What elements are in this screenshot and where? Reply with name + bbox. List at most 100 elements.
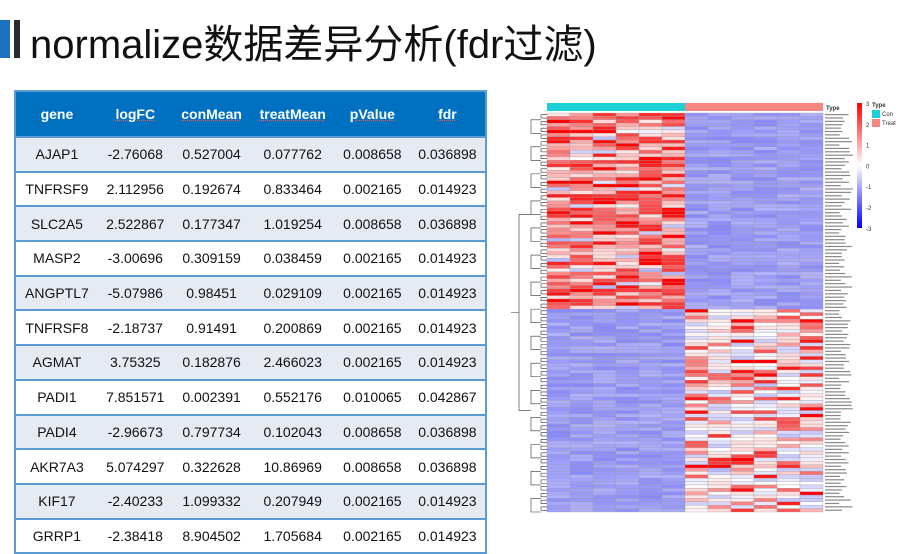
- heatmap-cell: [546, 329, 571, 333]
- heatmap-cell: [799, 505, 824, 509]
- heatmap-cell: [776, 295, 801, 300]
- heatmap-cell: [546, 420, 571, 425]
- heatmap-cell: [592, 234, 617, 239]
- heatmap-cell: [684, 160, 709, 164]
- heatmap-cell: [730, 224, 755, 229]
- cell-treatmean: 2.466023: [250, 344, 335, 380]
- heatmap-cell: [707, 488, 732, 492]
- heatmap-cell: [684, 488, 709, 492]
- heatmap-cell: [615, 315, 640, 320]
- heatmap-cell: [615, 183, 640, 188]
- row-label: [825, 141, 852, 143]
- heatmap-cell: [684, 346, 709, 350]
- heatmap-cell: [730, 122, 755, 127]
- heatmap-cell: [730, 281, 755, 286]
- heatmap-cell: [776, 204, 801, 208]
- heatmap-cell: [638, 420, 663, 425]
- heatmap-cell: [546, 498, 571, 503]
- heatmap-cell: [776, 187, 801, 191]
- cell-conmean: 0.002391: [172, 378, 251, 415]
- heatmap-cell: [592, 241, 617, 246]
- heatmap-cell: [684, 315, 709, 320]
- heatmap-cell: [707, 373, 732, 377]
- heatmap-cell: [730, 261, 755, 266]
- heatmap-cell: [730, 488, 755, 492]
- heatmap-cell: [799, 268, 824, 273]
- row-label: [825, 147, 850, 150]
- row-label: [825, 462, 849, 464]
- heatmap-cell: [546, 434, 571, 438]
- heatmap-cell: [776, 150, 801, 154]
- heatmap-cell: [730, 187, 755, 191]
- heatmap-cell: [569, 478, 594, 482]
- heatmap-cell: [799, 481, 824, 486]
- cell-conmean: 0.182876: [172, 344, 251, 380]
- heatmap-cell: [638, 133, 663, 137]
- heatmap-cell: [730, 383, 755, 388]
- heatmap-cell: [592, 194, 617, 198]
- heatmap-cell: [592, 298, 617, 303]
- heatmap-cell: [707, 430, 732, 435]
- heatmap-cell: [615, 271, 640, 276]
- heatmap-cell: [707, 302, 732, 306]
- heatmap-cell: [799, 359, 824, 364]
- heatmap-cell: [776, 349, 801, 354]
- heatmap-cell: [661, 194, 686, 198]
- table-row: MASP2 -3.00696 0.309159 0.038459 0.002165 0.0…: [15, 240, 486, 276]
- heatmap-cell: [776, 244, 801, 249]
- heatmap-cell: [776, 417, 801, 421]
- heatmap-cell: [592, 214, 617, 218]
- heatmap-cell: [707, 126, 732, 131]
- cell-treatmean: 0.029109: [250, 274, 335, 311]
- heatmap-cell: [799, 413, 824, 418]
- heatmap-cell: [684, 396, 709, 401]
- heatmap-cell: [546, 268, 571, 273]
- row-label: [825, 408, 853, 410]
- heatmap-cell: [569, 227, 594, 232]
- heatmap-cell: [546, 194, 571, 198]
- heatmap-cell: [799, 336, 824, 340]
- heatmap-cell: [684, 271, 709, 276]
- heatmap-cell: [615, 407, 640, 411]
- heatmap-cell: [776, 494, 801, 499]
- heatmap-cell: [730, 217, 755, 222]
- heatmap-cell: [753, 241, 778, 246]
- row-label: [825, 387, 841, 390]
- heatmap-cell: [592, 251, 617, 256]
- heatmap-cell: [730, 315, 755, 320]
- heatmap-cell: [615, 505, 640, 509]
- heatmap-cell: [684, 278, 709, 283]
- heatmap-cell: [799, 430, 824, 435]
- heatmap-cell: [638, 440, 663, 445]
- cell-pvalue: 0.008658: [334, 136, 410, 172]
- heatmap-cell: [684, 194, 709, 198]
- heatmap-cell: [569, 302, 594, 306]
- heatmap-cell: [776, 241, 801, 246]
- heatmap-cell: [684, 207, 709, 212]
- heatmap-cell: [707, 440, 732, 445]
- heatmap-cell: [776, 488, 801, 492]
- heatmap-cell: [615, 491, 640, 496]
- heatmap-cell: [569, 336, 594, 340]
- heatmap-cell: [661, 265, 686, 269]
- heatmap-cell: [615, 248, 640, 252]
- row-label: [825, 245, 852, 248]
- heatmap-cell: [546, 481, 571, 486]
- heatmap-cell: [546, 143, 571, 147]
- heatmap-cell: [615, 478, 640, 482]
- heatmap-cell: [730, 302, 755, 306]
- heatmap-cell: [638, 254, 663, 259]
- heatmap-cell: [569, 352, 594, 357]
- row-label: [825, 327, 848, 329]
- heatmap-cell: [546, 450, 571, 455]
- heatmap-cell: [776, 122, 801, 127]
- heatmap-cell: [707, 271, 732, 276]
- heatmap-cell: [776, 379, 801, 384]
- heatmap-cell: [569, 285, 594, 289]
- heatmap-cell: [569, 116, 594, 120]
- heatmap-cell: [707, 227, 732, 232]
- heatmap-cell: [638, 258, 663, 262]
- row-label: [825, 398, 850, 400]
- heatmap-cell: [546, 302, 571, 306]
- heatmap-cell: [730, 160, 755, 164]
